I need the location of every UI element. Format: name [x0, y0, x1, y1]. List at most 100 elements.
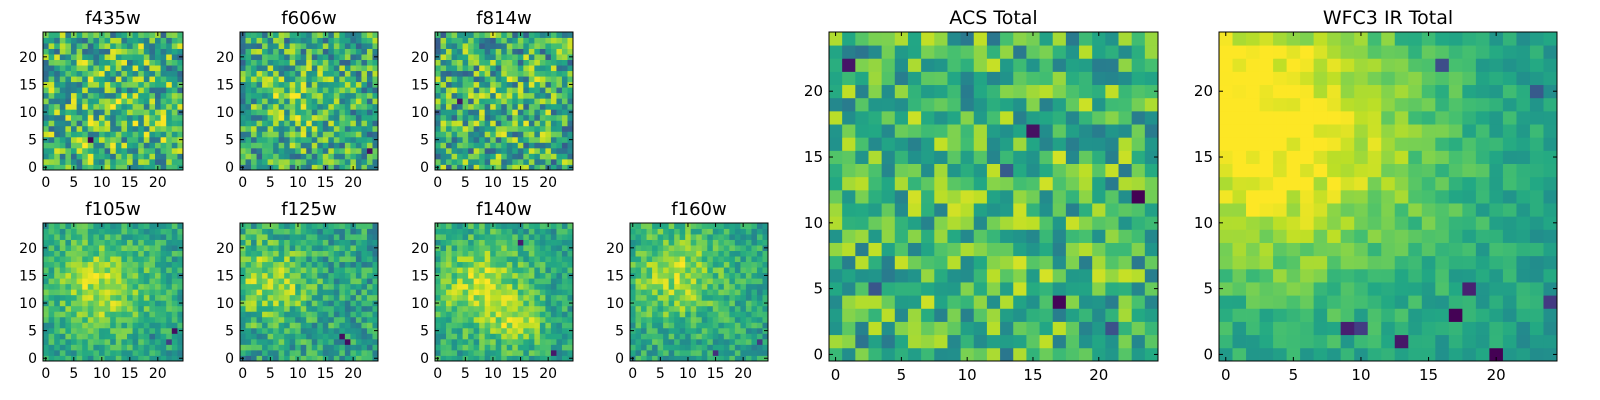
heatmap-cell	[350, 70, 357, 77]
heatmap-cell	[138, 103, 145, 110]
heatmap-cell	[501, 278, 508, 285]
heatmap-cell	[344, 272, 351, 279]
heatmap-cell	[355, 54, 362, 60]
heatmap-cell	[1131, 308, 1146, 322]
heatmap-cell	[43, 256, 49, 263]
heatmap-cell	[506, 81, 513, 88]
heatmap-cell	[289, 125, 296, 132]
heatmap-cell	[674, 322, 681, 329]
heatmap-cell	[82, 164, 89, 171]
heatmap-cell	[1065, 321, 1080, 336]
heatmap-cell	[556, 300, 563, 307]
heatmap-cell	[457, 344, 463, 351]
heatmap-cell	[501, 245, 508, 251]
heatmap-cell	[1118, 216, 1133, 230]
heatmap-cell	[1131, 321, 1146, 336]
heatmap-cell	[43, 289, 49, 296]
heatmap-cell	[696, 223, 703, 229]
y-tick-label: 15	[411, 268, 429, 284]
heatmap-cell	[110, 338, 117, 345]
heatmap-cell	[127, 344, 133, 351]
heatmap-cell	[267, 37, 274, 44]
heatmap-cell	[48, 245, 55, 251]
heatmap-cell	[317, 305, 324, 312]
heatmap-cell	[528, 103, 535, 110]
heatmap-cell	[652, 327, 658, 334]
heatmap-cell	[657, 316, 664, 323]
heatmap-cell	[366, 234, 373, 240]
heatmap-cell	[561, 322, 568, 329]
heatmap-cell	[501, 103, 508, 110]
heatmap-cell	[707, 228, 714, 235]
heatmap-cell	[262, 125, 268, 132]
heatmap-cell	[262, 289, 268, 296]
heatmap-cell	[256, 164, 263, 171]
heatmap-cell	[328, 223, 335, 229]
heatmap-cell	[545, 344, 552, 351]
heatmap-cell	[685, 327, 692, 334]
heatmap-cell	[712, 245, 719, 251]
heatmap-cell	[110, 125, 117, 132]
heatmap-cell	[960, 163, 975, 178]
heatmap-cell	[468, 48, 475, 55]
heatmap-cell	[59, 250, 66, 257]
heatmap-cell	[311, 289, 318, 296]
heatmap-cell	[171, 48, 178, 55]
heatmap-cell	[115, 294, 122, 301]
heatmap-cell	[166, 228, 173, 235]
heatmap-cell	[110, 256, 117, 263]
y-tick-label: 0	[615, 351, 624, 367]
heatmap-cell	[127, 333, 133, 340]
heatmap-cell	[528, 322, 535, 329]
heatmap-cell	[561, 81, 568, 88]
heatmap-cell	[701, 316, 708, 323]
heatmap-cell	[446, 355, 452, 362]
heatmap-cell	[550, 283, 557, 290]
heatmap-cell	[1026, 189, 1040, 204]
heatmap-cell	[278, 131, 285, 138]
heatmap-cell	[160, 272, 167, 279]
heatmap-cell	[490, 92, 497, 99]
heatmap-cell	[1092, 321, 1106, 336]
heatmap-cell	[322, 59, 329, 66]
heatmap-cell	[82, 158, 89, 165]
heatmap-cell	[646, 267, 653, 274]
heatmap-cell	[372, 147, 379, 154]
heatmap-cell	[366, 147, 373, 154]
heatmap-cell	[534, 142, 541, 149]
heatmap-cell	[143, 283, 150, 290]
heatmap-cell	[501, 234, 508, 240]
heatmap-cell	[115, 109, 122, 116]
heatmap-cell	[322, 349, 329, 356]
heatmap-cell	[1144, 334, 1159, 349]
heatmap-cell	[48, 59, 55, 66]
heatmap-cell	[567, 92, 574, 99]
heatmap-cell	[506, 164, 513, 171]
heatmap-cell	[855, 295, 869, 309]
heatmap-cell	[556, 54, 563, 60]
heatmap-cell	[82, 228, 89, 235]
heatmap-cell	[501, 305, 508, 312]
heatmap-cell	[317, 125, 324, 132]
heatmap-cell	[284, 327, 291, 334]
y-tick-label: 10	[606, 296, 624, 312]
heatmap-cells	[435, 223, 574, 362]
heatmap-cell	[93, 300, 100, 307]
heatmap-cell	[82, 43, 89, 49]
heatmap-cell	[76, 305, 83, 312]
heatmap-cell	[344, 239, 351, 246]
heatmap-cell	[99, 48, 105, 55]
heatmap-cell	[251, 256, 257, 263]
heatmap-cell	[366, 311, 373, 318]
heatmap-cell	[54, 234, 61, 240]
heatmap-cell	[104, 70, 111, 77]
heatmap-cell	[322, 311, 329, 318]
heatmap-cell	[240, 125, 246, 132]
heatmap-cell	[534, 76, 541, 83]
heatmap-cell	[132, 283, 139, 290]
heatmap-cell	[149, 76, 156, 83]
heatmap-cell	[561, 136, 568, 143]
heatmap-cell	[567, 228, 574, 235]
heatmap-cell	[685, 272, 692, 279]
heatmap-cell	[517, 344, 524, 351]
